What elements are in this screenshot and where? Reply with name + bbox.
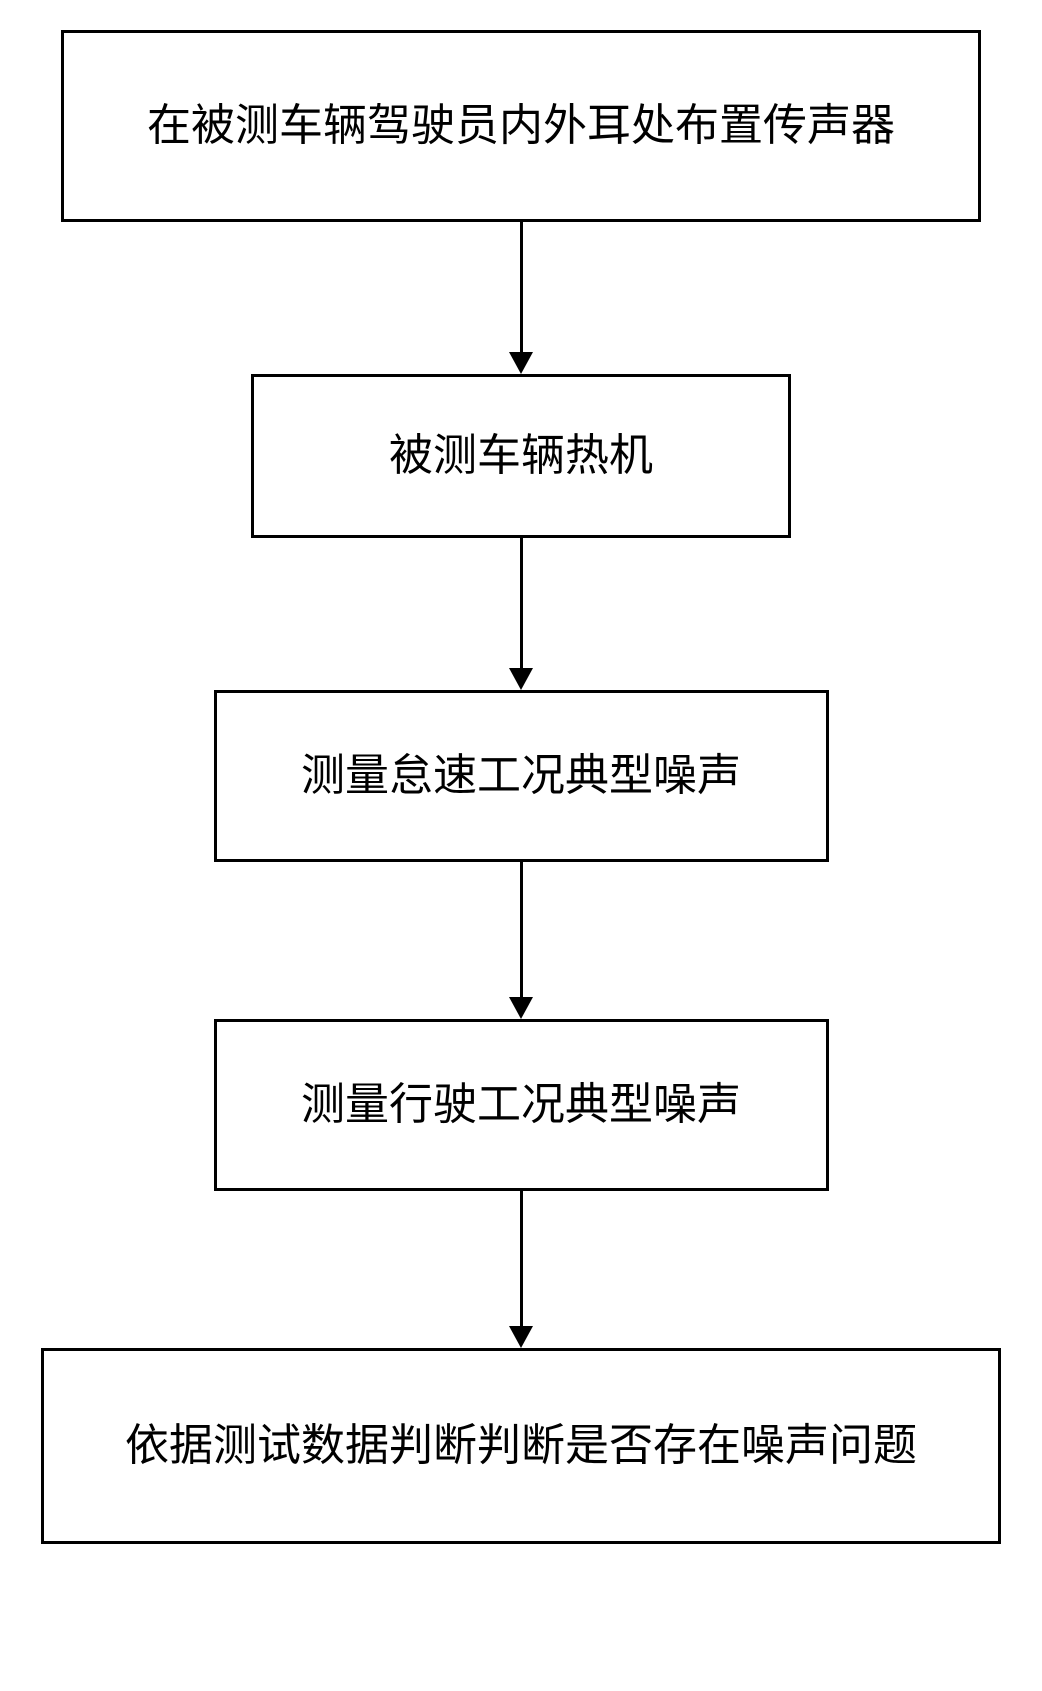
flowchart-step-4: 测量行驶工况典型噪声 <box>214 1019 829 1191</box>
flowchart-step-5: 依据测试数据判断判断是否存在噪声问题 <box>41 1348 1001 1544</box>
arrow-line <box>520 1191 523 1326</box>
flowchart-container: 在被测车辆驾驶员内外耳处布置传声器 被测车辆热机 测量怠速工况典型噪声 测量行驶… <box>41 30 1001 1544</box>
step-1-label: 在被测车辆驾驶员内外耳处布置传声器 <box>127 85 915 167</box>
step-5-label: 依据测试数据判断判断是否存在噪声问题 <box>105 1405 937 1487</box>
arrow-head-icon <box>509 668 533 690</box>
step-2-label: 被测车辆热机 <box>369 415 673 497</box>
arrow-2-to-3 <box>509 538 533 690</box>
arrow-head-icon <box>509 1326 533 1348</box>
arrow-line <box>520 222 523 352</box>
step-3-label: 测量怠速工况典型噪声 <box>281 735 761 817</box>
arrow-4-to-5 <box>509 1191 533 1348</box>
flowchart-step-1: 在被测车辆驾驶员内外耳处布置传声器 <box>61 30 981 222</box>
arrow-line <box>520 862 523 997</box>
flowchart-step-3: 测量怠速工况典型噪声 <box>214 690 829 862</box>
step-4-label: 测量行驶工况典型噪声 <box>281 1064 761 1146</box>
arrow-line <box>520 538 523 668</box>
arrow-head-icon <box>509 352 533 374</box>
arrow-head-icon <box>509 997 533 1019</box>
flowchart-step-2: 被测车辆热机 <box>251 374 791 538</box>
arrow-3-to-4 <box>509 862 533 1019</box>
arrow-1-to-2 <box>509 222 533 374</box>
